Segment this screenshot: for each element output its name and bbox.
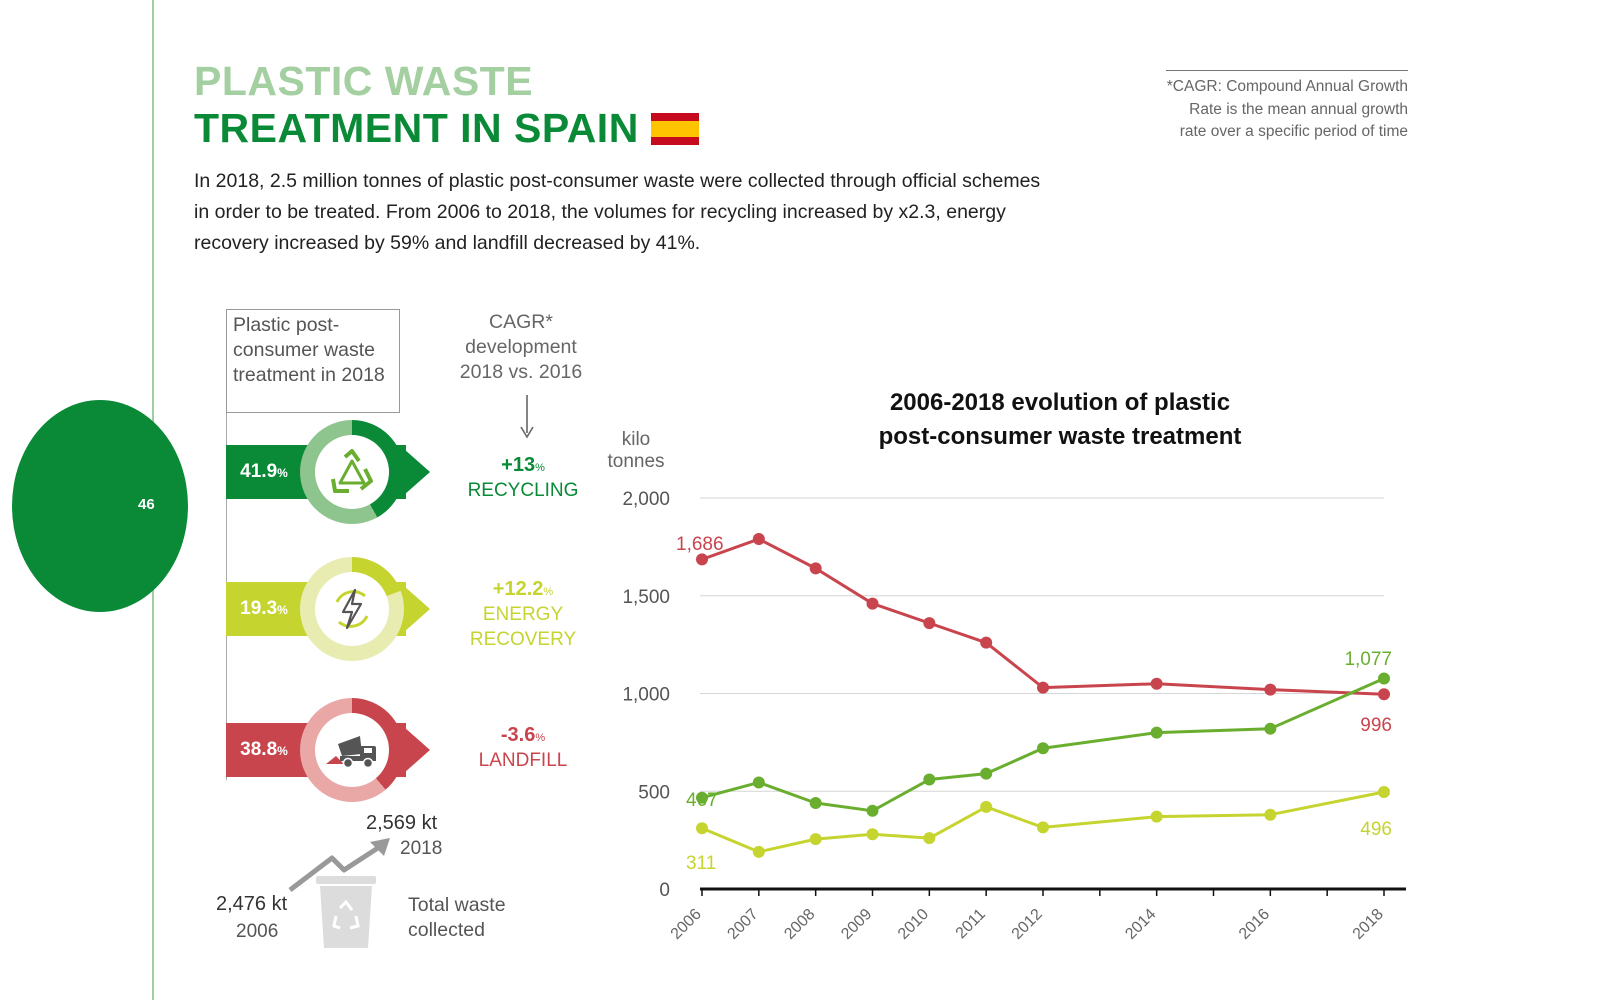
y-tick-label: 500 (638, 782, 670, 803)
x-tick-label: 2006 (668, 906, 705, 943)
landfill-label: LANDFILL (478, 750, 568, 771)
data-label-landfill-start: 1,686 (676, 534, 724, 555)
data-label-landfill-end: 996 (1360, 715, 1392, 736)
series-line-landfill (701, 537, 1385, 696)
page-tab: 46 (12, 400, 276, 612)
x-tick-label: 2010 (895, 906, 932, 943)
data-point-landfill (980, 636, 993, 649)
recycling-share: 41.9% (240, 461, 288, 482)
chart-title: 2006-2018 evolution of plastic post-cons… (820, 386, 1300, 454)
data-point-landfill (809, 562, 822, 575)
note-rule (1166, 70, 1408, 71)
data-point-recycling (1378, 672, 1390, 685)
data-point-recycling (1150, 726, 1163, 739)
total-waste-label: Total waste collected (408, 894, 506, 941)
y-tick-label: 0 (659, 880, 670, 901)
energy-recovery-cagr: +12.2% (492, 578, 554, 600)
data-point-recycling (866, 804, 879, 817)
data-label-recycling-start: 467 (686, 790, 718, 811)
y-tick-label: 2,000 (622, 489, 670, 510)
chart-title-line1: 2006-2018 evolution of plastic (889, 389, 1231, 416)
x-tick-label: 2014 (1122, 906, 1159, 943)
spain-flag-icon (650, 112, 699, 145)
data-point-landfill (1150, 677, 1163, 690)
data-point-landfill (866, 597, 879, 610)
x-tick-label: 2007 (724, 906, 761, 943)
energy-icon (335, 588, 369, 630)
cagr-footnote: *CAGR: Compound Annual Growth Rate is th… (1166, 78, 1408, 140)
data-point-energy-recovery (923, 832, 936, 845)
landfill-cagr: -3.6% (500, 724, 546, 746)
data-label-energy-end: 496 (1360, 819, 1392, 840)
data-point-landfill (1378, 688, 1390, 701)
x-tick-label: 2012 (1009, 906, 1046, 943)
down-arrow-icon (520, 395, 534, 439)
recycling-share-ring (300, 420, 404, 524)
cagr-header-line2: development (465, 336, 577, 358)
energy-recovery-share-ring (300, 557, 404, 661)
x-tick-label: 2009 (838, 906, 875, 943)
data-point-recycling (923, 773, 936, 786)
data-point-recycling (1037, 742, 1049, 755)
energy-recovery-share: 19.3% (240, 598, 288, 619)
page-title-line2-text: TREATMENT IN SPAIN (194, 105, 639, 151)
data-point-energy-recovery (809, 833, 822, 846)
x-tick-label: 2016 (1236, 906, 1273, 943)
data-point-energy-recovery (1264, 808, 1277, 821)
y-axis-label-line1: kilo (622, 429, 651, 450)
dump-truck-icon (326, 736, 376, 769)
data-point-landfill (752, 533, 765, 546)
total-2006-year: 2006 (236, 921, 279, 942)
data-point-energy-recovery (866, 828, 879, 841)
y-tick-label: 1,000 (622, 685, 670, 706)
data-point-energy-recovery (1037, 821, 1049, 834)
recycling-label: RECYCLING (467, 480, 579, 501)
y-tick-label: 1,500 (622, 587, 670, 608)
total-2006-value: 2,476 kt (216, 893, 288, 915)
recycling-cagr: +13% (501, 454, 545, 476)
landfill-share: 38.8% (240, 739, 288, 760)
data-label-energy-start: 311 (686, 853, 716, 874)
growth-arrow-icon (288, 838, 390, 892)
page-title-line1: PLASTIC WASTE (194, 58, 534, 104)
data-point-landfill (1037, 681, 1049, 694)
y-axis-label-line2: tonnes (607, 451, 664, 472)
energy-recovery-label: ENERGY RECOVERY (469, 604, 577, 650)
data-point-recycling (696, 791, 708, 804)
series-line-recycling (701, 677, 1385, 813)
cagr-header-line1: CAGR* (489, 311, 553, 333)
total-2018-year: 2018 (400, 838, 443, 859)
x-tick-label: 2011 (953, 906, 989, 942)
treatment-box: Plastic post-consumer waste treatment in… (226, 309, 400, 413)
cagr-header-line3: 2018 vs. 2016 (459, 361, 583, 383)
data-point-recycling (752, 776, 765, 789)
chart-title-line2: post-consumer waste treatment (878, 423, 1242, 450)
waste-bin-icon (316, 876, 376, 948)
landfill-share-ring (300, 698, 404, 802)
page-number: 46 (138, 496, 155, 513)
data-point-recycling (1264, 722, 1277, 735)
total-2018-value: 2,569 kt (366, 812, 438, 834)
data-point-energy-recovery (980, 800, 993, 813)
data-point-landfill (923, 617, 936, 630)
x-tick-label: 2008 (781, 906, 818, 943)
intro-paragraph: In 2018, 2.5 million tonnes of plastic p… (194, 170, 1041, 254)
data-label-recycling-end: 1,077 (1344, 649, 1392, 670)
data-point-energy-recovery (752, 845, 765, 858)
x-tick-label: 2018 (1350, 906, 1387, 943)
data-point-energy-recovery (1150, 810, 1163, 823)
series-line-energy-recovery (701, 790, 1385, 854)
cagr-header: CAGR* development 2018 vs. 2016 (438, 310, 604, 385)
data-point-recycling (809, 796, 822, 809)
page-title-line2: TREATMENT IN SPAIN (194, 105, 699, 152)
data-point-energy-recovery (1378, 786, 1390, 799)
data-point-energy-recovery (696, 822, 708, 835)
data-point-recycling (980, 767, 993, 780)
data-point-landfill (1264, 683, 1277, 696)
recycling-icon (331, 449, 373, 493)
data-point-landfill (696, 553, 708, 566)
